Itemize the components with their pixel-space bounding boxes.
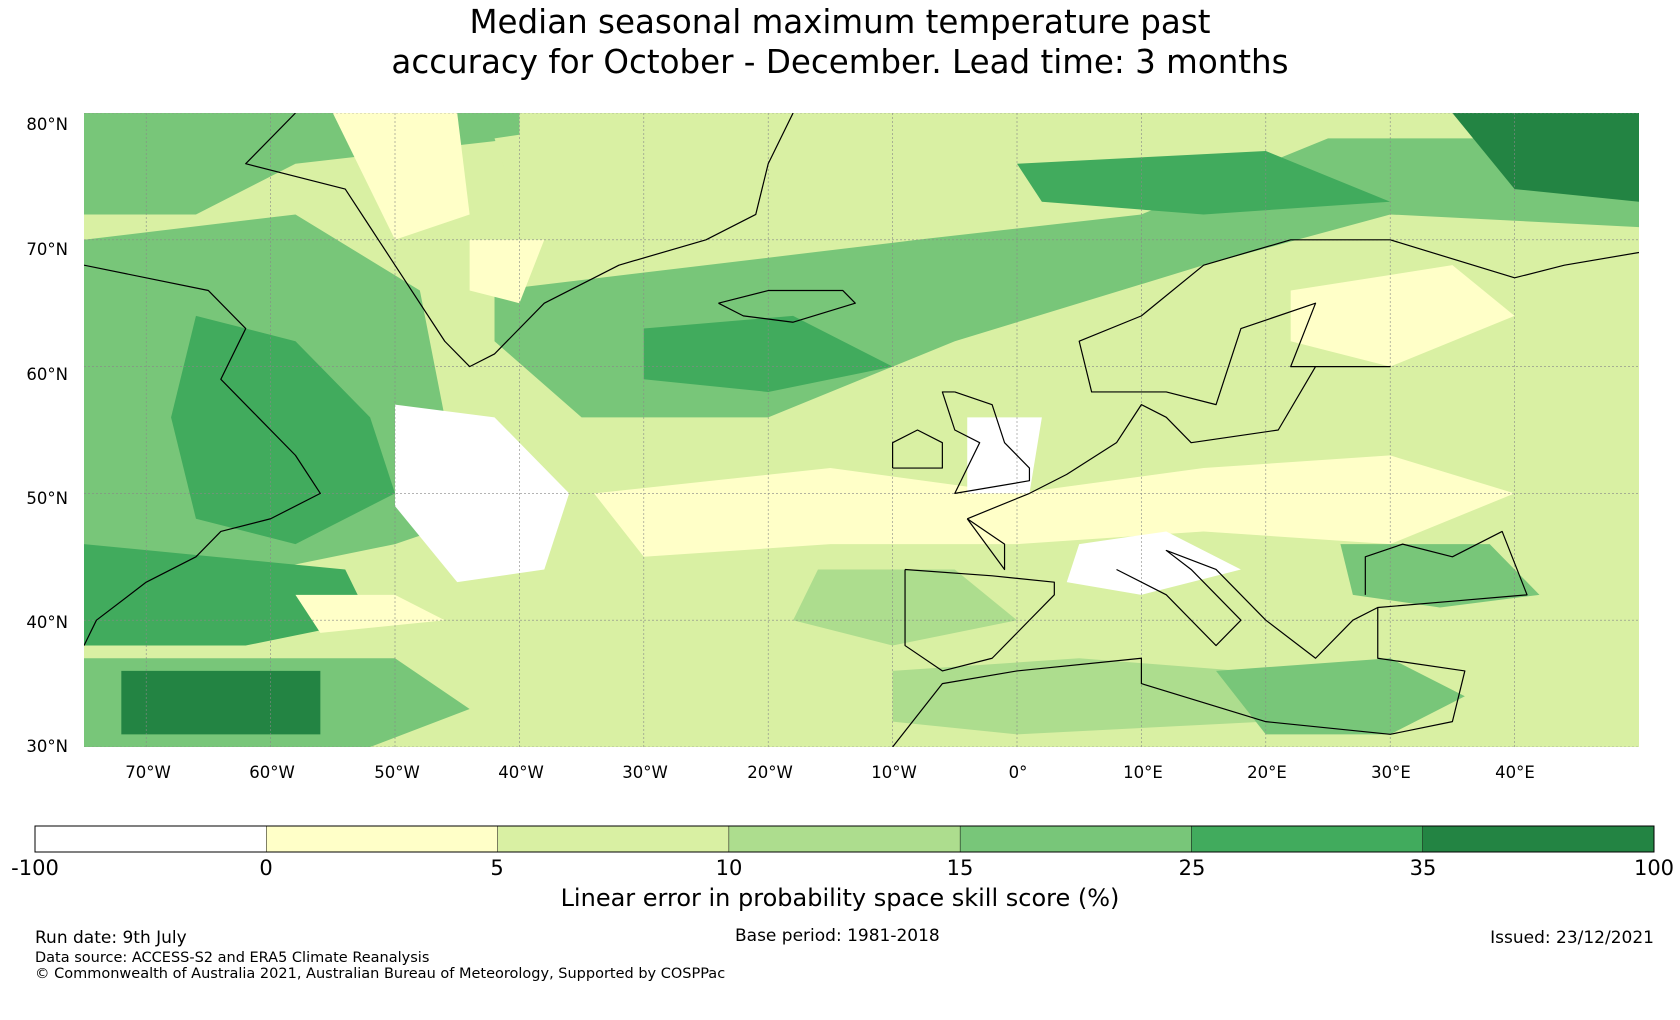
- skill-region-negative: [967, 417, 1042, 494]
- skill-region: [1017, 151, 1391, 215]
- lat-label: 60°N: [26, 365, 68, 384]
- north-europe-coastline: [967, 239, 1639, 520]
- skill-region: [84, 544, 371, 646]
- iberia-coastline: [904, 568, 1055, 672]
- chart-title: Median seasonal maximum temperature past…: [0, 2, 1680, 82]
- skill-region: [494, 113, 769, 215]
- lat-label: 50°N: [26, 489, 68, 508]
- lat-label: 80°N: [26, 115, 68, 134]
- map-gridlines: [84, 113, 1639, 747]
- colorbar-tick: -100: [11, 856, 59, 880]
- colorbar-tick: 15: [946, 856, 974, 880]
- colorbar-tick: 100: [1633, 856, 1675, 880]
- skill-region: [171, 315, 395, 545]
- colorbar-bin: [960, 826, 1192, 852]
- lat-label: 30°N: [26, 737, 68, 756]
- lon-label: 40°W: [498, 763, 544, 782]
- lon-label: 30°E: [1371, 763, 1411, 782]
- colorbar-bin: [497, 826, 729, 852]
- colorbar-frame: [34, 825, 1655, 853]
- lon-label: 0°: [1009, 763, 1028, 782]
- skill-region: [594, 455, 1515, 557]
- colorbar-tick: 25: [1178, 856, 1206, 880]
- greenland-coastline: [245, 113, 794, 368]
- colorbar-bin: [728, 826, 961, 852]
- issued-date: Issued: 23/12/2021: [1490, 928, 1654, 948]
- colorbar-bin: [35, 826, 267, 852]
- lat-label: 40°N: [26, 613, 68, 632]
- skill-region-negative: [395, 404, 570, 583]
- skill-region: [1290, 265, 1515, 367]
- great-britain-coastline: [941, 391, 1031, 494]
- lon-label: 30°W: [622, 763, 668, 782]
- skill-region-negative: [1066, 531, 1241, 595]
- black-sea-coastline: [1364, 530, 1528, 609]
- iceland-coastline: [718, 289, 856, 323]
- colorbar: [34, 825, 1655, 853]
- colorbar-bin: [1422, 826, 1654, 852]
- lon-label: 20°E: [1247, 763, 1287, 782]
- lon-label: 50°W: [374, 763, 420, 782]
- title-line-2: accuracy for October - December. Lead ti…: [391, 43, 1289, 81]
- title-line-1: Median seasonal maximum temperature past: [469, 3, 1211, 41]
- ireland-coastline: [891, 429, 943, 469]
- skill-region: [892, 658, 1266, 735]
- run-date: Run date: 9th July: [35, 928, 187, 948]
- colorbar-bin: [1191, 826, 1423, 852]
- skill-region: [332, 113, 470, 240]
- copyright: © Commonwealth of Australia 2021, Austra…: [35, 966, 726, 982]
- skill-region: [1340, 544, 1540, 608]
- coastlines: [84, 113, 1639, 747]
- data-source: Data source: ACCESS-S2 and ERA5 Climate …: [35, 950, 430, 966]
- colorbar-tick: 10: [715, 856, 743, 880]
- north-america-coastline: [84, 264, 321, 646]
- skill-region: [469, 239, 545, 304]
- lon-label: 60°W: [249, 763, 295, 782]
- lon-label: 40°E: [1495, 763, 1535, 782]
- lon-label: 20°W: [747, 763, 793, 782]
- lon-label: 70°W: [125, 763, 171, 782]
- france-coastline: [966, 518, 1006, 571]
- colorbar-label: Linear error in probability space skill …: [560, 884, 1120, 912]
- skill-region: [1452, 113, 1639, 202]
- colorbar-tick: 5: [490, 856, 504, 880]
- skill-regions: [84, 113, 1639, 747]
- lon-label: 10°W: [871, 763, 917, 782]
- colorbar-bin: [266, 826, 498, 852]
- skill-region: [121, 670, 321, 735]
- skill-field: [84, 113, 1639, 747]
- colorbar-tick: 0: [259, 856, 273, 880]
- skill-region: [295, 594, 445, 633]
- colorbar-tick: 35: [1409, 856, 1437, 880]
- base-period: Base period: 1981-2018: [735, 926, 940, 946]
- lat-label: 70°N: [26, 240, 68, 259]
- skill-region: [1216, 658, 1465, 735]
- lon-label: 10°E: [1123, 763, 1163, 782]
